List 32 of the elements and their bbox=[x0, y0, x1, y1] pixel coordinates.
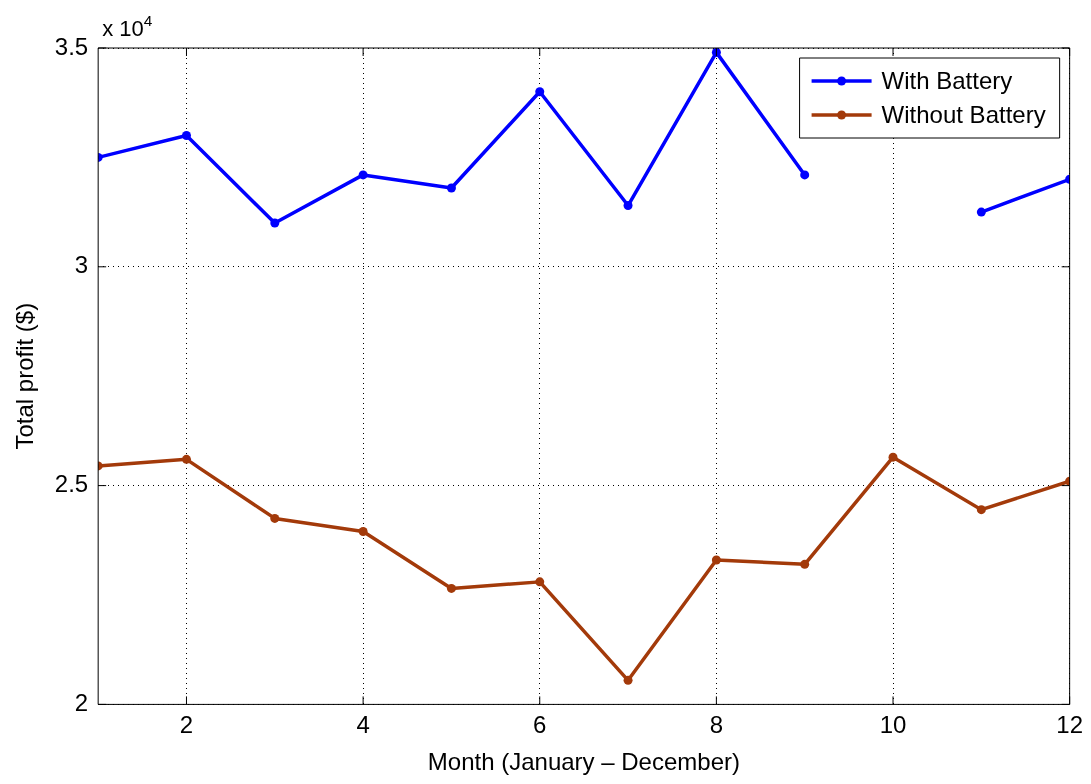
point bbox=[888, 452, 898, 462]
point bbox=[181, 131, 191, 141]
point bbox=[358, 527, 368, 537]
point bbox=[270, 513, 280, 523]
point bbox=[446, 583, 456, 593]
x-tick-label: 4 bbox=[356, 711, 370, 739]
y-tick-label: 3 bbox=[74, 251, 89, 279]
x-tick-label: 10 bbox=[879, 711, 907, 739]
x-tick-label: 8 bbox=[709, 711, 724, 739]
x-tick-label: 12 bbox=[1056, 711, 1083, 739]
y-tick-label: 2 bbox=[74, 689, 89, 717]
point bbox=[976, 207, 986, 217]
point bbox=[623, 201, 633, 211]
y-tick-label: 3.5 bbox=[54, 32, 89, 60]
point bbox=[535, 577, 545, 587]
point bbox=[976, 505, 986, 515]
point bbox=[800, 559, 810, 569]
x-axis-title: Month (January – December) bbox=[427, 748, 740, 776]
y-tick-label: 2.5 bbox=[54, 470, 89, 498]
x-tick-label: 6 bbox=[533, 711, 547, 739]
point bbox=[800, 170, 810, 180]
legend-label: Without Battery bbox=[881, 100, 1046, 128]
point bbox=[535, 87, 545, 97]
legend-label: With Battery bbox=[881, 66, 1013, 94]
y-axis-title: Total profit ($) bbox=[11, 302, 39, 450]
x-tick-label: 2 bbox=[179, 711, 194, 739]
point bbox=[270, 218, 280, 228]
point bbox=[711, 555, 721, 565]
point bbox=[181, 454, 191, 464]
point bbox=[623, 675, 633, 685]
point bbox=[446, 183, 456, 193]
point bbox=[358, 170, 368, 180]
